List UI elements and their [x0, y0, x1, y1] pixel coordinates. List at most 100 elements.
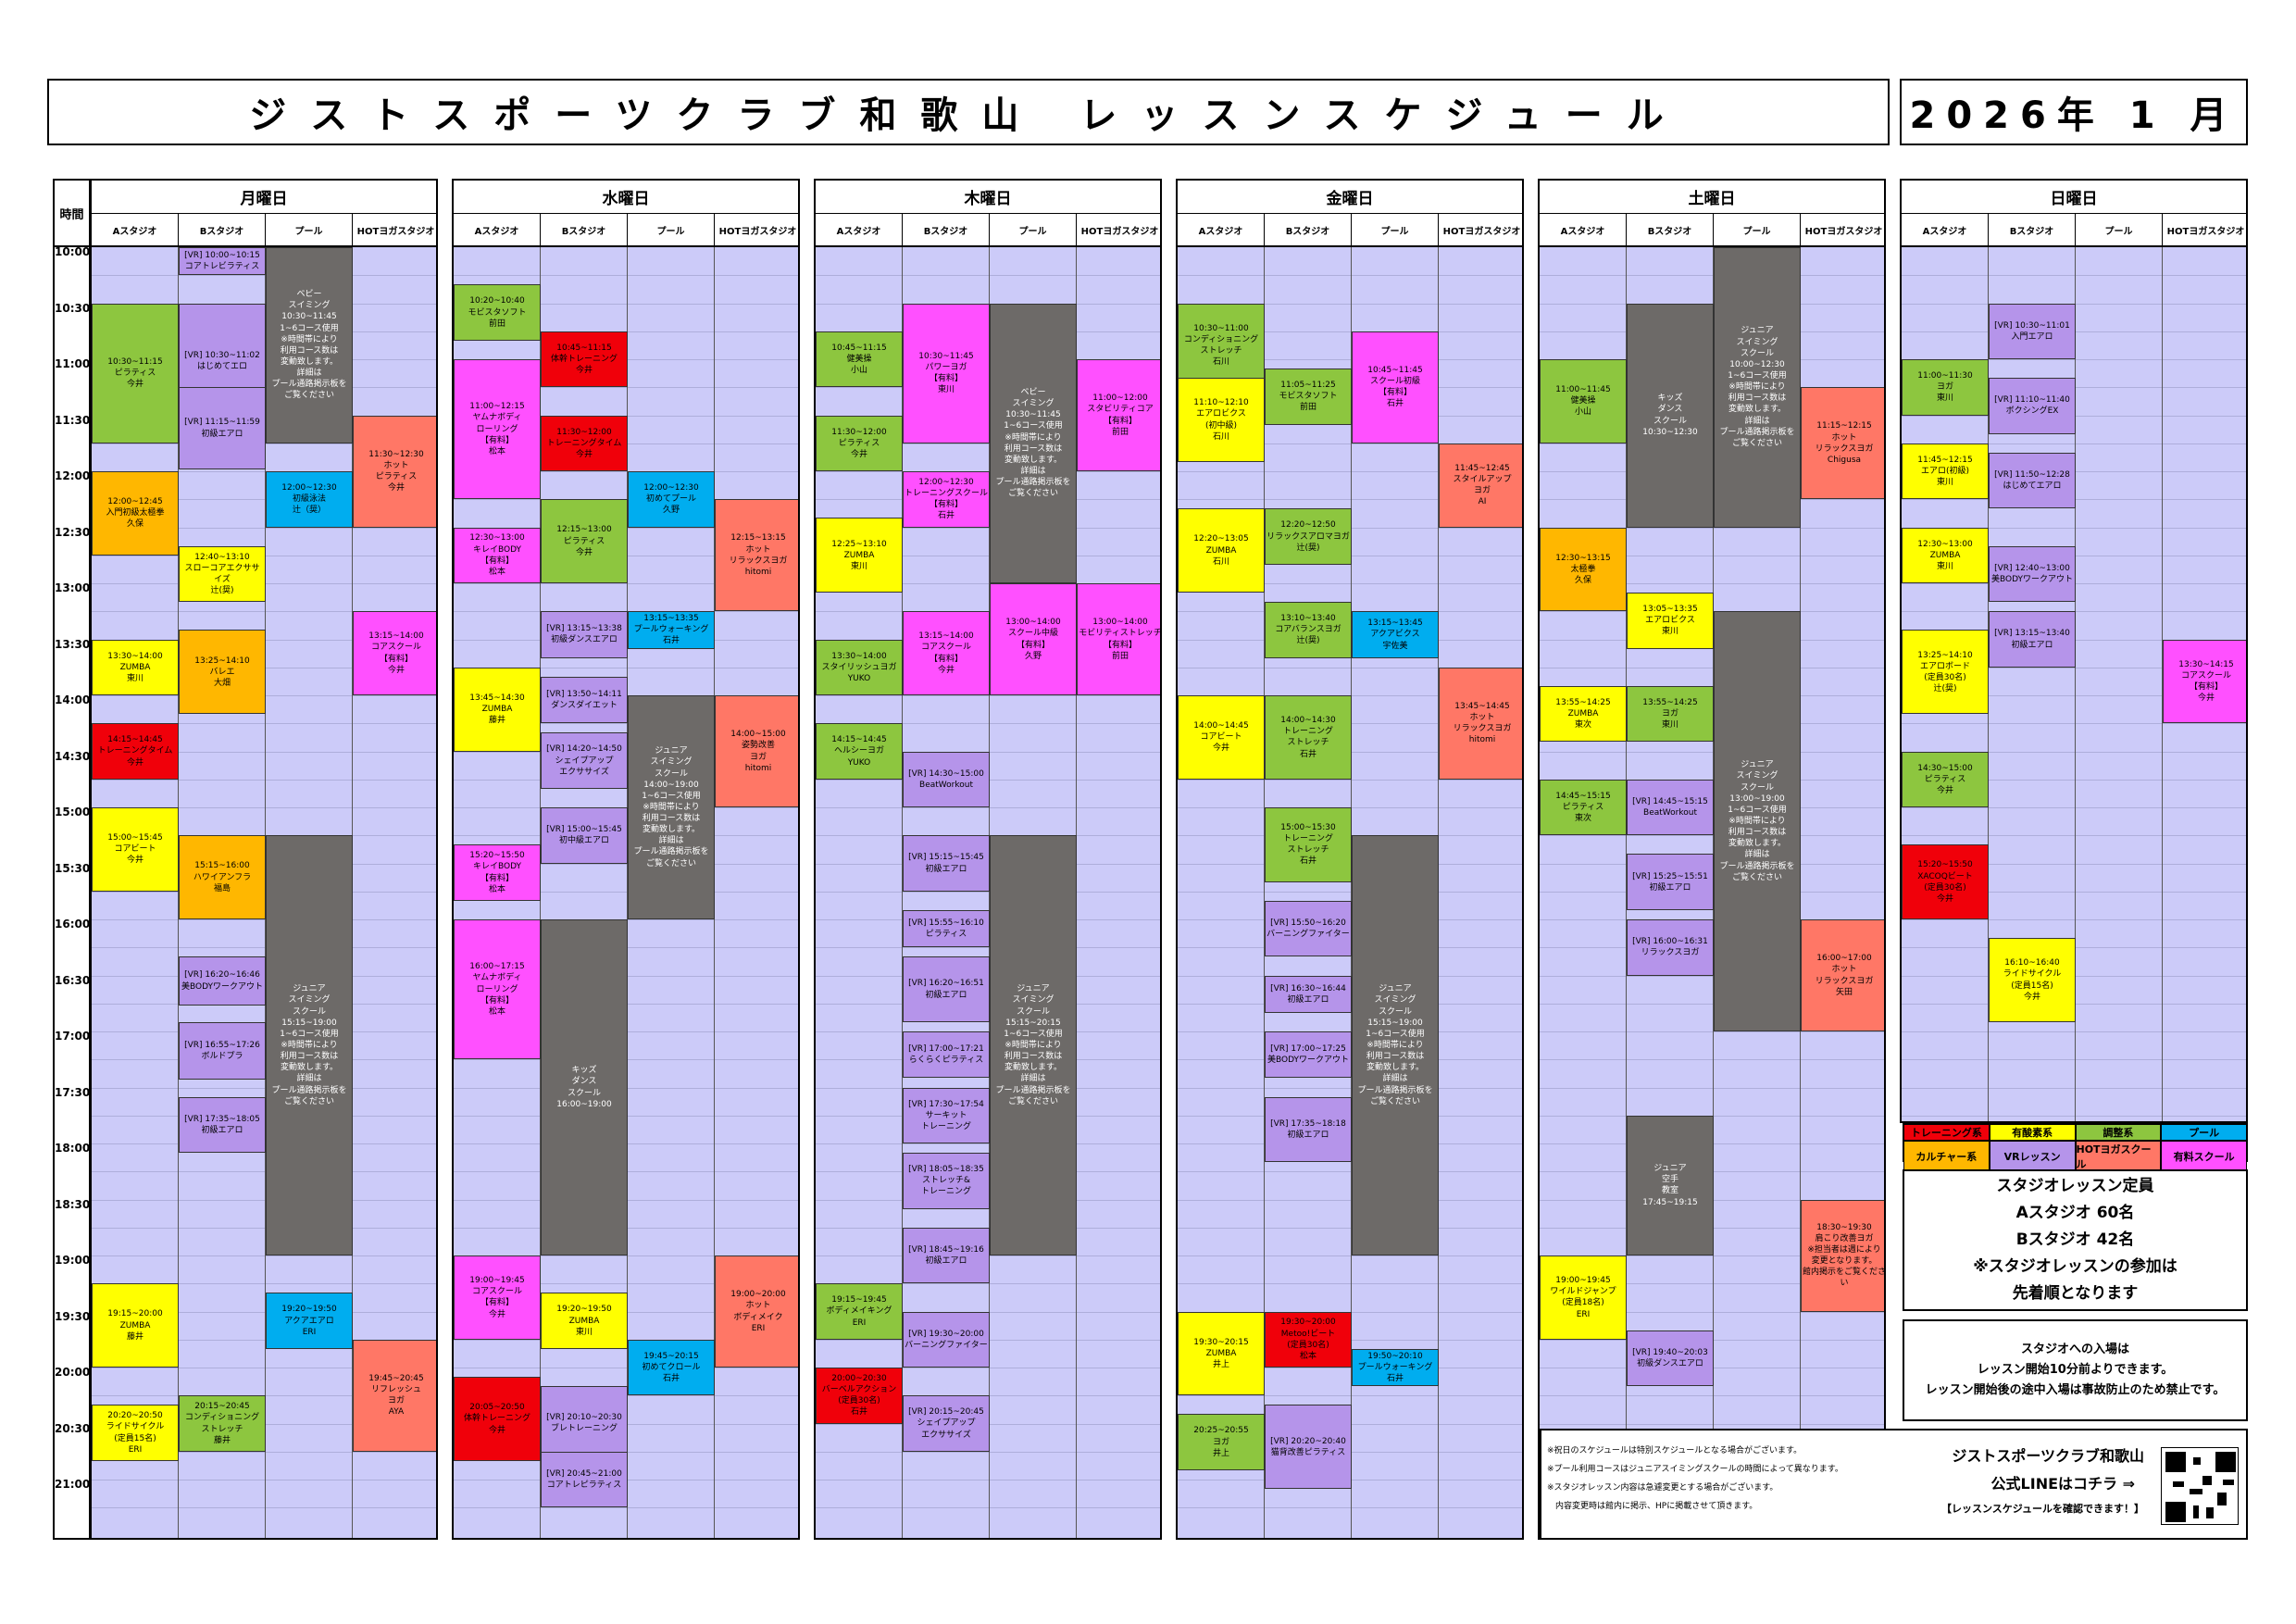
lesson-block[interactable]: 10:45~11:15 体幹トレーニング 今井	[541, 331, 628, 388]
lesson-block[interactable]: [VR] 16:30~16:44 初級エアロ	[1265, 975, 1352, 1013]
lesson-block[interactable]: 11:15~12:15 ホット リラックスヨガ Chigusa	[1801, 387, 1884, 500]
lesson-block[interactable]: 10:30~11:15 ピラティス 今井	[92, 303, 179, 443]
lesson-block[interactable]: 13:25~14:10 バレエ 大畑	[179, 630, 266, 715]
lesson-block[interactable]: 10:45~11:15 健美操 小山	[816, 331, 903, 388]
lesson-block[interactable]: 19:15~19:45 ボディメイキング ERI	[816, 1283, 903, 1340]
lesson-block[interactable]: [VR] 15:15~15:45 初級エアロ	[903, 835, 990, 892]
lesson-block[interactable]: 14:45~15:15 ピラティス 東次	[1540, 779, 1627, 836]
lesson-block[interactable]: ジュニア スイミング スクール 15:15~19:00 1~6コース使用 ※時間…	[1352, 835, 1439, 1255]
lesson-block[interactable]: 19:30~20:00 Metoo!ビート (定員30名) 松本	[1265, 1311, 1352, 1368]
lesson-block[interactable]: [VR] 11:15~11:59 初級エアロ	[179, 387, 266, 469]
lesson-block[interactable]: 19:50~20:10 プールウォーキング 石井	[1352, 1348, 1439, 1387]
lesson-block[interactable]: 12:30~13:15 太極拳 久保	[1540, 527, 1627, 612]
lesson-block[interactable]: 12:40~13:10 スローコアエクササイズ 辻(奨)	[179, 545, 266, 603]
lesson-block[interactable]: [VR] 14:45~15:15 BeatWorkout	[1627, 779, 1714, 836]
lesson-block[interactable]: 14:15~14:45 トレーニングタイム 今井	[92, 723, 179, 780]
lesson-block[interactable]: 10:30~11:00 コンディショニング ストレッチ 石川	[1178, 303, 1265, 388]
lesson-block[interactable]: 13:15~14:00 コアスクール 【有料】 今井	[903, 611, 990, 695]
lesson-block[interactable]: 10:45~11:45 スクール初級 【有料】 石井	[1352, 331, 1439, 443]
lesson-block[interactable]: 13:10~13:40 コアバランスヨガ 辻(奨)	[1265, 602, 1352, 658]
lesson-block[interactable]: [VR] 10:00~10:15 コアトレビラティス	[179, 247, 266, 276]
lesson-block[interactable]: [VR] 17:00~17:25 美BODYワークアウト	[1265, 1031, 1352, 1079]
lesson-block[interactable]: [VR] 11:50~12:28 はじめてエアロ	[1989, 452, 2076, 509]
lesson-block[interactable]: [VR] 15:25~15:51 初級エアロ	[1627, 854, 1714, 910]
lesson-block[interactable]: 15:15~16:00 ハワイアンフラ 福島	[179, 835, 266, 919]
lesson-block[interactable]: [VR] 20:45~21:00 コアトレピラティス	[541, 1451, 628, 1508]
lesson-block[interactable]: 13:00~14:00 モビリティストレッチ 【有料】 前田	[1077, 583, 1160, 695]
lesson-block[interactable]: [VR] 17:00~17:21 らくらくピラティス	[903, 1031, 990, 1079]
lesson-block[interactable]: [VR] 18:45~19:16 初級エアロ	[903, 1227, 990, 1284]
lesson-block[interactable]: 19:00~19:45 ワイルドジャンプ (定員18名) ERI	[1540, 1255, 1627, 1340]
lesson-block[interactable]: 11:10~12:10 エアロビクス (初中級) 石川	[1178, 378, 1265, 462]
lesson-block[interactable]: ジュニア 空手 教室 17:45~19:15	[1627, 1115, 1714, 1255]
lesson-block[interactable]: 15:20~15:50 XACOQビート (定員30名) 今井	[1902, 844, 1989, 919]
lesson-block[interactable]: [VR] 14:20~14:50 シェイプアップ エクササイズ	[541, 732, 628, 789]
lesson-block[interactable]: 11:45~12:45 スタイルアップ ヨガ AI	[1439, 443, 1522, 528]
lesson-block[interactable]: 20:00~20:30 バーベルアクション (定員30名) 石井	[816, 1368, 903, 1424]
lesson-block[interactable]: [VR] 16:00~16:31 リラックスヨガ	[1627, 919, 1714, 976]
lesson-block[interactable]: 13:30~14:00 スタイリッシュヨガ YUKO	[816, 639, 903, 695]
lesson-block[interactable]: 12:30~13:00 ZUMBA 東川	[1902, 527, 1989, 583]
lesson-block[interactable]: 16:00~17:15 ヤムナボディ ローリング 【有料】 松本	[454, 919, 541, 1060]
lesson-block[interactable]: ジュニア スイミング スクール 13:00~19:00 1~6コース使用 ※時間…	[1714, 611, 1801, 1031]
lesson-block[interactable]: 20:20~20:50 ライドサイクル (定員15名) ERI	[92, 1405, 179, 1461]
lesson-block[interactable]: 13:05~13:35 エアロビクス 東川	[1627, 593, 1714, 649]
lesson-block[interactable]: 19:00~19:45 コアスクール 【有料】 今井	[454, 1255, 541, 1340]
lesson-block[interactable]: 19:20~19:50 アクアエアロ ERI	[266, 1293, 353, 1349]
lesson-block[interactable]: [VR] 15:55~16:10 ピラティス	[903, 909, 990, 948]
lesson-block[interactable]: 12:25~13:10 ZUMBA 東川	[816, 518, 903, 593]
lesson-block[interactable]: 20:25~20:55 ヨガ 井上	[1178, 1414, 1265, 1470]
lesson-block[interactable]: 19:20~19:50 ZUMBA 東川	[541, 1293, 628, 1349]
lesson-block[interactable]: ジュニア スイミング スクール 10:00~12:30 1~6コース使用 ※時間…	[1714, 247, 1801, 528]
lesson-block[interactable]: 16:00~17:00 ホット リラックスヨガ 矢田	[1801, 919, 1884, 1031]
lesson-block[interactable]: [VR] 20:20~20:40 猫背改善ピラティス	[1265, 1405, 1352, 1490]
lesson-block[interactable]: 13:15~13:45 アクアビクス 宇佐美	[1352, 611, 1439, 658]
lesson-block[interactable]: 12:00~12:30 初めてプール 久野	[628, 471, 715, 528]
lesson-block[interactable]: ジュニア スイミング スクール 15:15~19:00 1~6コース使用 ※時間…	[266, 835, 353, 1255]
lesson-block[interactable]: [VR] 16:20~16:51 初級エアロ	[903, 956, 990, 1022]
lesson-block[interactable]: [VR] 20:10~20:30 ブレトレーニング	[541, 1386, 628, 1461]
lesson-block[interactable]: 13:00~14:00 スクール中級 【有料】 久野	[990, 583, 1077, 695]
lesson-block[interactable]: 12:20~13:05 ZUMBA 石川	[1178, 508, 1265, 593]
lesson-block[interactable]: [VR] 13:15~13:38 初級ダンスエアロ	[541, 611, 628, 658]
lesson-block[interactable]: 15:20~15:50 キレイBODY 【有料】 松本	[454, 844, 541, 901]
lesson-block[interactable]: 13:25~14:10 エアロボード (定員30名) 辻(奨)	[1902, 630, 1989, 715]
lesson-block[interactable]: [VR] 16:55~17:26 ボルドプラ	[179, 1021, 266, 1081]
lesson-block[interactable]: 11:30~12:00 トレーニングタイム 今井	[541, 415, 628, 471]
lesson-block[interactable]: 12:20~12:50 リラックスアロマヨガ 辻(奨)	[1265, 508, 1352, 565]
lesson-block[interactable]: ジュニア スイミング スクール 15:15~20:15 1~6コース使用 ※時間…	[990, 835, 1077, 1255]
lesson-block[interactable]: [VR] 18:05~18:35 ストレッチ& トレーニング	[903, 1153, 990, 1209]
lesson-block[interactable]: [VR] 12:40~13:00 美BODYワークアウト	[1989, 545, 2076, 603]
lesson-block[interactable]: 19:15~20:00 ZUMBA 藤井	[92, 1283, 179, 1368]
lesson-block[interactable]: 15:00~15:45 コアビート 今井	[92, 807, 179, 892]
lesson-block[interactable]: 14:30~15:00 ピラティス 今井	[1902, 751, 1989, 807]
lesson-block[interactable]: 12:00~12:45 入門初級太極拳 久保	[92, 471, 179, 556]
lesson-block[interactable]: 16:10~16:40 ライドサイクル (定員15名) 今井	[1989, 938, 2076, 1022]
lesson-block[interactable]: キッズ ダンス スクール 16:00~19:00	[541, 919, 628, 1255]
line-qr-code-icon[interactable]	[2161, 1447, 2239, 1525]
lesson-block[interactable]: 11:00~12:15 ヤムナボディ ローリング 【有料】 松本	[454, 359, 541, 500]
lesson-block[interactable]: [VR] 20:15~20:45 シェイプアップ エクササイズ	[903, 1395, 990, 1452]
lesson-block[interactable]: 19:30~20:15 ZUMBA 井上	[1178, 1311, 1265, 1396]
lesson-block[interactable]: 14:00~14:45 コアビート 今井	[1178, 695, 1265, 780]
lesson-block[interactable]: 13:30~14:15 コアスクール 【有料】 今井	[2163, 639, 2246, 724]
lesson-block[interactable]: [VR] 13:50~14:11 ダンスダイエット	[541, 676, 628, 724]
lesson-block[interactable]: 13:30~14:00 ZUMBA 東川	[92, 639, 179, 695]
lesson-block[interactable]: 11:05~11:25 モビスタソフト 前田	[1265, 369, 1352, 425]
lesson-block[interactable]: [VR] 16:20~16:46 美BODYワークアウト	[179, 956, 266, 1006]
lesson-block[interactable]: 19:45~20:15 初めてクロール 石井	[628, 1339, 715, 1396]
lesson-block[interactable]: 12:00~12:30 トレーニングスクール 【有料】 石井	[903, 471, 990, 528]
lesson-block[interactable]: [VR] 17:35~18:05 初級エアロ	[179, 1096, 266, 1154]
lesson-block[interactable]: 10:30~11:45 パワーヨガ 【有料】 東川	[903, 303, 990, 443]
lesson-block[interactable]: 12:15~13:00 ピラティス 今井	[541, 499, 628, 583]
lesson-block[interactable]: [VR] 10:30~11:01 入門エアロ	[1989, 303, 2076, 359]
lesson-block[interactable]: 13:15~14:00 コアスクール 【有料】 今井	[353, 611, 436, 695]
lesson-block[interactable]: 14:00~14:30 トレーニング ストレッチ 石井	[1265, 695, 1352, 780]
lesson-block[interactable]: 12:00~12:30 初級泳法 辻（奨）	[266, 471, 353, 528]
lesson-block[interactable]: 12:15~13:15 ホット リラックスヨガ hitomi	[715, 499, 798, 612]
lesson-block[interactable]: [VR] 19:30~20:00 バーニングファイター	[903, 1311, 990, 1368]
lesson-block[interactable]: [VR] 11:10~11:40 ボクシングEX	[1989, 378, 2076, 434]
lesson-block[interactable]: ベビー スイミング 10:30~11:45 1~6コース使用 ※時間帯により 利…	[990, 303, 1077, 583]
lesson-block[interactable]: 19:00~20:00 ホット ボディメイク ERI	[715, 1255, 798, 1368]
lesson-block[interactable]: 13:15~13:35 プールウォーキング 石井	[628, 611, 715, 649]
